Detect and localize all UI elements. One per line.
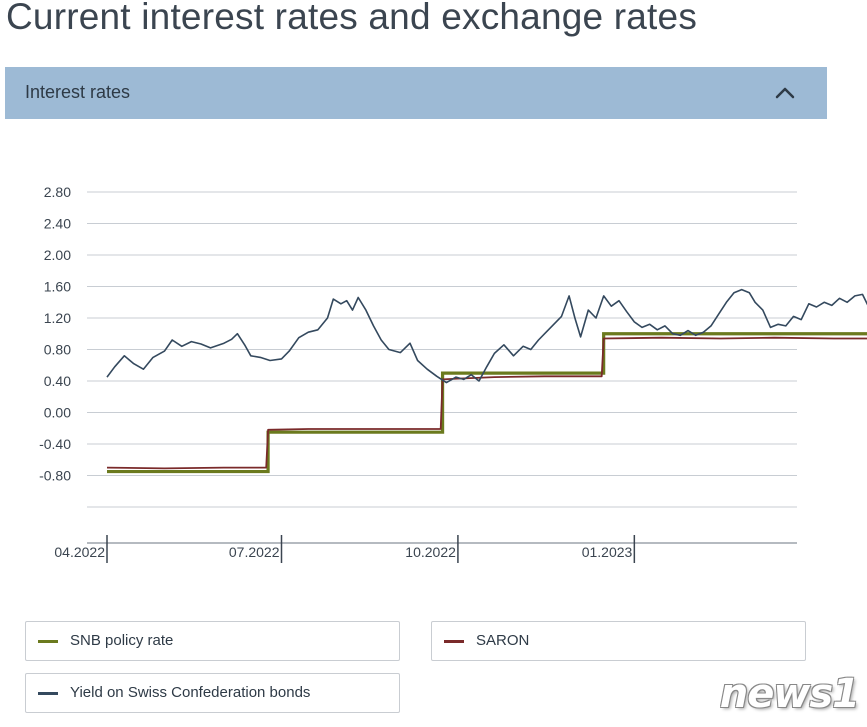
chevron-up-icon[interactable] — [773, 83, 797, 103]
legend-swatch-confederation-bonds — [38, 692, 58, 695]
interest-rates-accordion-header[interactable]: Interest rates — [5, 67, 827, 119]
series-line-saron — [106, 336, 867, 470]
x-tick-label: 10.2022 — [405, 544, 456, 560]
series-line-confederation-bonds — [106, 288, 867, 384]
chart-svg: 2.80 2.40 2.00 1.60 1.20 0.80 0.40 0.00 -0.40 -0.… — [39, 184, 867, 563]
y-tick-label: 0.00 — [44, 405, 71, 421]
series-line-snb-policy-rate — [107, 332, 867, 474]
accordion-label: Interest rates — [25, 82, 131, 102]
page-title: Current interest rates and exchange rate… — [6, 0, 698, 37]
y-tick-label: 2.00 — [44, 247, 71, 263]
interest-rate-chart: 2.80 2.40 2.00 1.60 1.20 0.80 0.40 0.00 -0.40 -0.… — [0, 150, 867, 590]
legend-label: Yield on Swiss Confederation bonds — [70, 684, 311, 701]
y-tick-label: 2.40 — [44, 216, 71, 232]
legend-swatch-saron — [444, 640, 464, 643]
y-tick-label: 1.60 — [44, 279, 71, 295]
legend-label: SNB policy rate — [70, 632, 174, 649]
y-tick-label: 0.40 — [44, 373, 71, 389]
y-tick-label: -0.80 — [39, 468, 71, 484]
y-tick-label: 2.80 — [44, 184, 71, 200]
x-tick-label: 07.2022 — [229, 544, 280, 560]
y-tick-label: 0.80 — [44, 342, 71, 358]
news1-watermark-logo: news1 — [719, 671, 860, 717]
x-tick-label: 04.2022 — [54, 544, 105, 560]
y-tick-label: -0.40 — [39, 436, 71, 452]
y-tick-label: 1.20 — [44, 310, 71, 326]
legend-item-snb-policy-rate[interactable]: SNB policy rate — [25, 621, 400, 661]
legend-label: SARON — [476, 632, 530, 649]
legend-item-confederation-bonds[interactable]: Yield on Swiss Confederation bonds — [25, 673, 400, 713]
x-tick-label: 01.2023 — [582, 544, 633, 560]
legend-swatch-snb-policy-rate — [38, 640, 58, 643]
legend-item-saron[interactable]: SARON — [431, 621, 806, 661]
